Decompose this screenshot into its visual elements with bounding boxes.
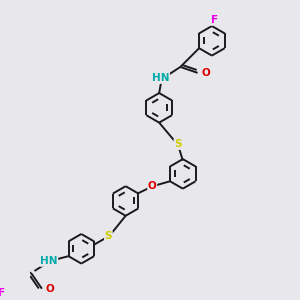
Text: S: S [174,139,182,149]
Text: HN: HN [40,256,58,266]
Text: O: O [201,68,210,78]
Text: HN: HN [152,73,170,83]
Text: S: S [105,232,112,242]
Text: F: F [0,288,5,298]
Text: F: F [211,15,218,25]
Text: O: O [45,284,54,294]
Text: O: O [148,181,157,191]
